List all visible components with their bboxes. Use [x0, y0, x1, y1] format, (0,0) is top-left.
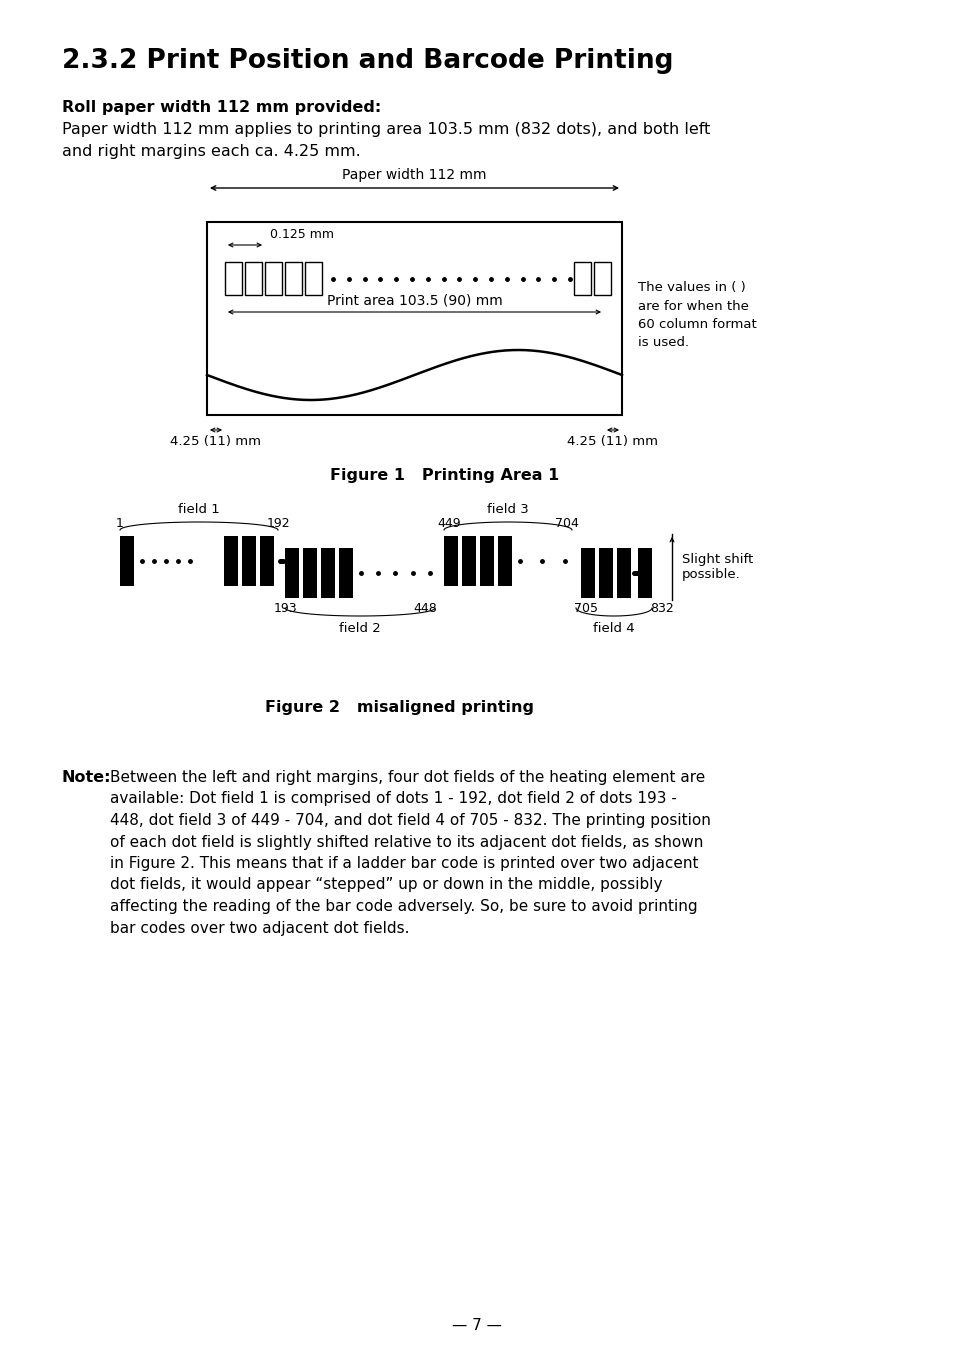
Bar — [224, 535, 237, 585]
Text: 449: 449 — [436, 516, 460, 530]
Text: 448, dot field 3 of 449 - 704, and dot field 4 of 705 - 832. The printing positi: 448, dot field 3 of 449 - 704, and dot f… — [110, 813, 710, 827]
Text: 0.125 mm: 0.125 mm — [270, 228, 334, 241]
Bar — [594, 262, 610, 295]
Bar — [461, 535, 476, 585]
Text: Print area 103.5 (90) mm: Print area 103.5 (90) mm — [326, 293, 502, 307]
Bar — [285, 262, 302, 295]
Bar — [245, 262, 262, 295]
Bar — [580, 548, 595, 598]
Bar — [574, 262, 590, 295]
Text: 1: 1 — [116, 516, 124, 530]
Text: 705: 705 — [574, 602, 598, 615]
Bar — [320, 548, 335, 598]
Text: Between the left and right margins, four dot fields of the heating element are: Between the left and right margins, four… — [110, 771, 704, 786]
Text: 192: 192 — [266, 516, 290, 530]
Text: field 1: field 1 — [178, 503, 219, 516]
Bar — [479, 535, 494, 585]
Bar — [617, 548, 630, 598]
Text: affecting the reading of the bar code adversely. So, be sure to avoid printing: affecting the reading of the bar code ad… — [110, 899, 697, 914]
Bar — [305, 262, 322, 295]
Text: field 2: field 2 — [338, 622, 380, 635]
Bar — [497, 535, 512, 585]
Text: of each dot field is slightly shifted relative to its adjacent dot fields, as sh: of each dot field is slightly shifted re… — [110, 834, 702, 849]
Text: available: Dot field 1 is comprised of dots 1 - 192, dot field 2 of dots 193 -: available: Dot field 1 is comprised of d… — [110, 791, 677, 807]
Bar — [285, 548, 298, 598]
Text: 704: 704 — [555, 516, 578, 530]
Text: bar codes over two adjacent dot fields.: bar codes over two adjacent dot fields. — [110, 921, 409, 936]
Text: Figure 2   misaligned printing: Figure 2 misaligned printing — [265, 700, 534, 715]
Text: 2.3.2 Print Position and Barcode Printing: 2.3.2 Print Position and Barcode Printin… — [62, 49, 673, 74]
Text: — 7 —: — 7 — — [452, 1318, 501, 1333]
Bar — [225, 262, 242, 295]
Bar — [265, 262, 282, 295]
Bar — [242, 535, 255, 585]
Text: field 3: field 3 — [487, 503, 528, 516]
Text: Figure 1   Printing Area 1: Figure 1 Printing Area 1 — [330, 468, 558, 483]
Text: 448: 448 — [413, 602, 436, 615]
Text: 4.25 (11) mm: 4.25 (11) mm — [171, 435, 261, 448]
Text: 832: 832 — [649, 602, 673, 615]
Text: in Figure 2. This means that if a ladder bar code is printed over two adjacent: in Figure 2. This means that if a ladder… — [110, 856, 698, 871]
Bar — [638, 548, 651, 598]
Bar — [260, 535, 274, 585]
Bar — [338, 548, 353, 598]
Text: field 4: field 4 — [593, 622, 634, 635]
Text: 193: 193 — [273, 602, 296, 615]
Bar — [443, 535, 457, 585]
Text: Roll paper width 112 mm provided:: Roll paper width 112 mm provided: — [62, 100, 381, 115]
Text: Paper width 112 mm applies to printing area 103.5 mm (832 dots), and both left
a: Paper width 112 mm applies to printing a… — [62, 122, 710, 158]
Bar — [598, 548, 613, 598]
Text: 4.25 (11) mm: 4.25 (11) mm — [567, 435, 658, 448]
Text: Paper width 112 mm: Paper width 112 mm — [342, 168, 486, 183]
Text: Note:: Note: — [62, 771, 112, 786]
Text: The values in ( )
are for when the
60 column format
is used.: The values in ( ) are for when the 60 co… — [638, 281, 756, 349]
Text: Slight shift
possible.: Slight shift possible. — [681, 553, 753, 581]
Bar — [120, 535, 133, 585]
Text: dot fields, it would appear “stepped” up or down in the middle, possibly: dot fields, it would appear “stepped” up… — [110, 877, 661, 892]
Bar — [207, 222, 621, 415]
Bar — [303, 548, 316, 598]
